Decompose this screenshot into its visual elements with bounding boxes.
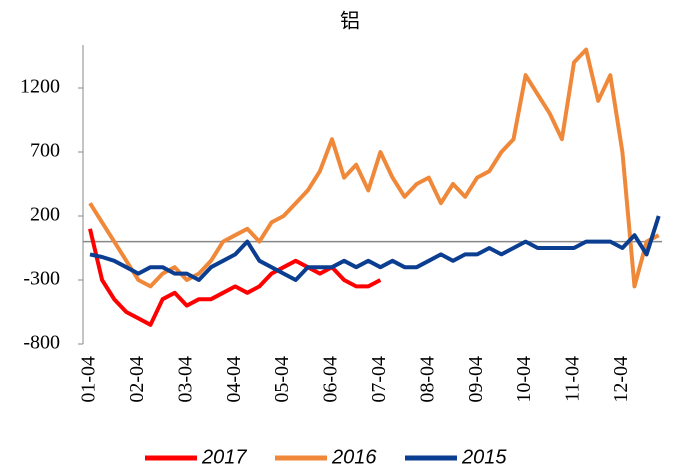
x-tick-label: 03-04 <box>174 356 196 403</box>
x-tick-label: 12-04 <box>610 356 632 403</box>
x-tick-label: 01-04 <box>78 356 100 403</box>
x-tick-label: 02-04 <box>126 356 148 403</box>
x-tick-label: 04-04 <box>223 356 245 403</box>
y-tick-label: 1200 <box>20 76 60 98</box>
x-tick-label: 10-04 <box>513 356 535 403</box>
y-tick-label: -800 <box>23 332 60 354</box>
series-line <box>88 47 660 289</box>
series-line <box>88 228 382 327</box>
y-tick-label: 700 <box>30 140 60 162</box>
x-tick-label: 07-04 <box>368 356 390 403</box>
x-tick-label: 08-04 <box>416 356 438 403</box>
x-tick-label: 05-04 <box>271 356 293 403</box>
legend-label: 2015 <box>461 446 507 468</box>
x-tick-label: 06-04 <box>320 356 342 403</box>
y-tick-label: 200 <box>30 204 60 226</box>
y-tick-label: -300 <box>23 268 60 290</box>
x-tick-label: 09-04 <box>465 356 487 403</box>
x-tick-label: 11-04 <box>562 356 584 402</box>
legend-label: 2017 <box>201 446 247 468</box>
legend-label: 2016 <box>331 446 377 468</box>
chart-title: 铝 <box>340 9 360 33</box>
series-line <box>89 215 661 282</box>
